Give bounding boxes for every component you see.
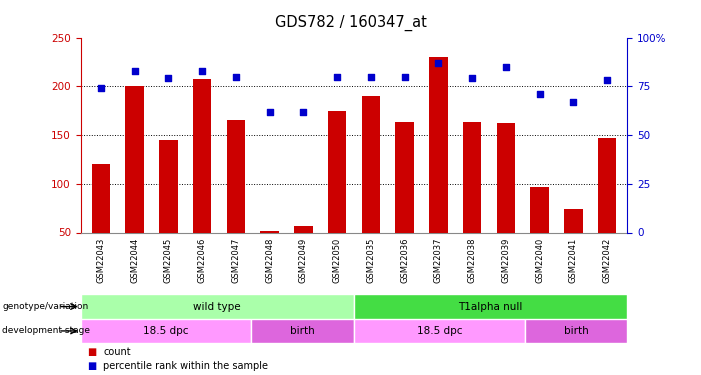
Text: GDS782 / 160347_at: GDS782 / 160347_at [275,15,426,31]
Point [129,68,140,74]
Text: GSM22040: GSM22040 [535,238,544,283]
Bar [159,140,177,232]
Text: GSM22050: GSM22050 [333,238,341,283]
Text: GSM22048: GSM22048 [265,238,274,284]
Point [163,75,174,81]
Bar [531,187,549,232]
Point [332,74,343,80]
Text: count: count [103,347,130,357]
Bar [525,319,627,343]
Point [365,74,376,80]
Text: development stage: development stage [2,326,90,335]
Point [433,60,444,66]
Text: GSM22035: GSM22035 [367,238,375,284]
Text: GSM22043: GSM22043 [96,238,105,284]
Text: birth: birth [290,326,315,336]
Bar [294,226,313,232]
Bar [395,122,414,232]
Point [467,75,478,81]
Bar [362,96,380,232]
Bar [354,319,525,343]
Bar [125,86,144,232]
Text: GSM22042: GSM22042 [603,238,612,283]
Text: GSM22036: GSM22036 [400,238,409,284]
Point [196,68,207,74]
Text: ■: ■ [88,361,97,371]
Bar [252,319,354,343]
Text: GSM22049: GSM22049 [299,238,308,283]
Bar [226,120,245,232]
Text: 18.5 dpc: 18.5 dpc [143,326,189,336]
Point [399,74,410,80]
Text: GSM22038: GSM22038 [468,238,477,284]
Bar [81,294,354,319]
Bar [598,138,616,232]
Point [568,99,579,105]
Text: GSM22044: GSM22044 [130,238,139,283]
Text: GSM22046: GSM22046 [198,238,207,284]
Point [601,77,613,83]
Bar [193,80,212,232]
Point [230,74,241,80]
Text: GSM22039: GSM22039 [501,238,510,284]
Bar [496,123,515,232]
Point [264,109,275,115]
Bar [328,111,346,232]
Point [534,91,545,97]
Text: ■: ■ [88,347,97,357]
Bar [81,319,252,343]
Text: birth: birth [564,326,589,336]
Text: GSM22037: GSM22037 [434,238,443,284]
Text: 18.5 dpc: 18.5 dpc [416,326,462,336]
Point [95,85,107,91]
Text: GSM22047: GSM22047 [231,238,240,284]
Bar [429,57,448,232]
Text: GSM22041: GSM22041 [569,238,578,283]
Text: genotype/variation: genotype/variation [2,302,88,311]
Text: T1alpha null: T1alpha null [458,302,523,312]
Text: wild type: wild type [193,302,241,312]
Bar [260,231,279,232]
Bar [354,294,627,319]
Point [298,109,309,115]
Text: percentile rank within the sample: percentile rank within the sample [103,361,268,371]
Bar [463,122,482,232]
Bar [564,209,583,232]
Text: GSM22045: GSM22045 [164,238,173,283]
Point [501,64,512,70]
Bar [92,164,110,232]
